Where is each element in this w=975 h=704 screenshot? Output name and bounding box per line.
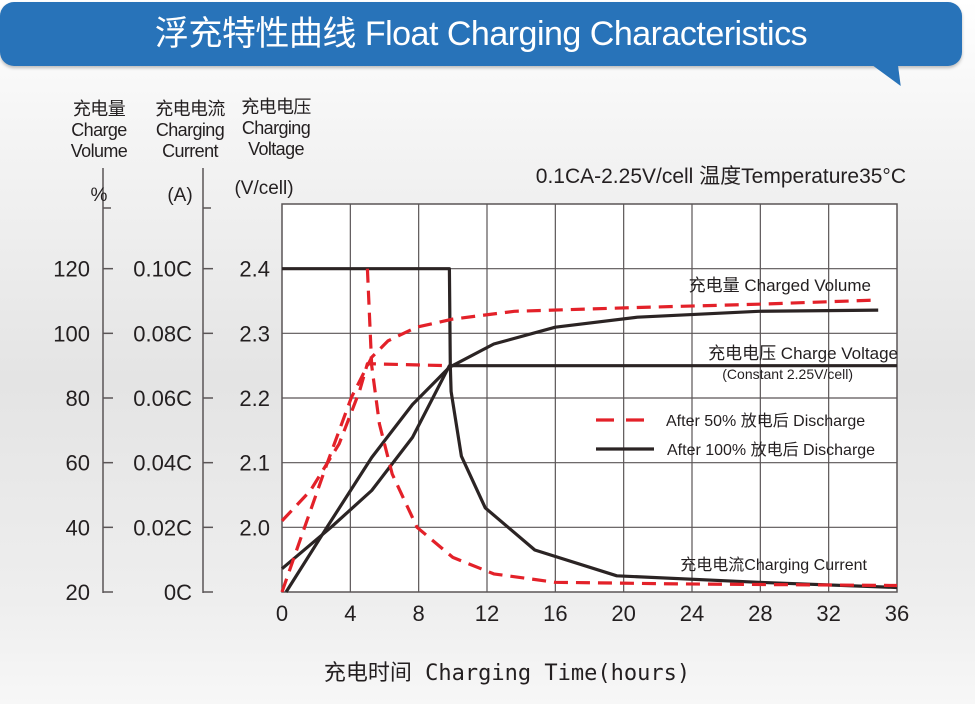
volume-tick-label: 100 <box>53 321 90 346</box>
current-tick-label: 0.04C <box>133 451 192 476</box>
volume-axis-title: 充电量 <box>73 99 126 119</box>
current-tick-label: 0.06C <box>133 386 192 411</box>
annotation-charge-voltage: 充电电压 Charge Voltage <box>708 344 898 363</box>
current-tick-label: 0.02C <box>133 515 192 540</box>
current-axis-title: Charging <box>156 120 224 140</box>
volume-axis-title: Charge <box>71 120 127 140</box>
voltage-axis-title: Voltage <box>248 139 304 159</box>
current-tick-label: 0C <box>164 580 192 605</box>
x-tick-label: 8 <box>413 601 425 626</box>
voltage-axis-title: Charging <box>242 118 310 138</box>
volume-tick-label: 80 <box>66 386 90 411</box>
title-banner <box>0 2 962 66</box>
x-tick-label: 24 <box>680 601 704 626</box>
annotation-charging-current: 充电电流Charging Current <box>680 556 867 574</box>
x-tick-label: 32 <box>816 601 840 626</box>
current-axis-title: 充电电流 <box>155 99 225 119</box>
x-tick-label: 0 <box>276 601 288 626</box>
voltage-tick-label: 2.0 <box>239 515 270 540</box>
x-tick-label: 12 <box>475 601 499 626</box>
x-tick-label: 28 <box>748 601 772 626</box>
x-tick-label: 20 <box>611 601 635 626</box>
test-condition: 0.1CA-2.25V/cell 温度Temperature35°C <box>536 165 906 188</box>
series-after50-volume <box>280 298 879 593</box>
current-tick-label: 0.08C <box>133 321 192 346</box>
volume-tick-label: 120 <box>53 257 90 282</box>
volume-tick-label: 40 <box>66 515 90 540</box>
volume-tick-label: 60 <box>66 451 90 476</box>
legend-label: After 100% 放电后 Discharge <box>667 441 875 459</box>
series-after100-volume <box>284 308 879 593</box>
x-tick-label: 4 <box>344 601 356 626</box>
x-tick-label: 36 <box>885 601 909 626</box>
legend-label: After 50% 放电后 Discharge <box>666 412 865 430</box>
series-after50-current <box>365 268 898 588</box>
current-tick-label: 0.10C <box>133 257 192 282</box>
annotation-constant-voltage: (Constant 2.25V/cell) <box>722 366 853 382</box>
current-axis-unit: (A) <box>167 185 192 206</box>
voltage-tick-label: 2.3 <box>239 321 270 346</box>
volume-axis-unit: % <box>91 185 108 206</box>
series-after100-current <box>282 267 898 590</box>
series-after50-voltage <box>280 362 450 522</box>
volume-axis-title: Volume <box>71 141 128 161</box>
voltage-tick-label: 2.2 <box>239 386 270 411</box>
current-axis-title: Current <box>162 141 218 161</box>
voltage-tick-label: 2.1 <box>239 451 270 476</box>
annotation-charged-volume: 充电量 Charged Volume <box>689 276 871 295</box>
chart-title: 浮充特性曲线 Float Charging Characteristics <box>154 15 808 53</box>
x-tick-label: 16 <box>543 601 567 626</box>
voltage-axis-title: 充电电压 <box>241 97 311 117</box>
x-axis-label: 充电时间 Charging Time(hours) <box>324 661 690 686</box>
volume-tick-label: 20 <box>66 580 90 605</box>
voltage-axis-unit: (V/cell) <box>234 178 293 199</box>
voltage-tick-label: 2.4 <box>239 257 270 282</box>
